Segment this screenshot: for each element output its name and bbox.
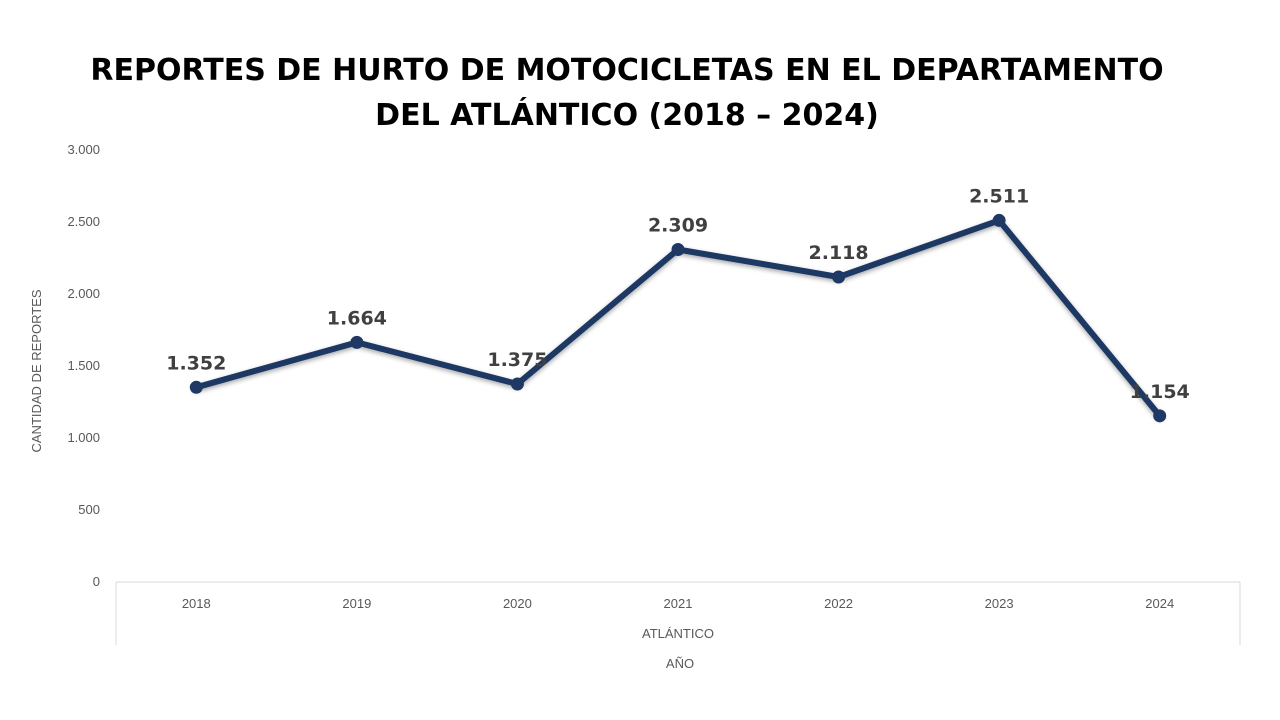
x-axis-ticks: 2018 2019 2020 2021 2022 2023 2024 [182,596,1174,611]
y-axis-label: CANTIDAD DE REPORTES [29,289,44,452]
x-axis-frame [115,581,1241,645]
x-tick-label: 2020 [503,596,532,611]
y-tick-label: 1.000 [67,430,100,445]
y-tick-label: 2.500 [67,214,100,229]
data-point [832,270,846,284]
data-label: 1.664 [327,307,387,329]
y-tick-label: 500 [78,502,100,517]
data-point [510,377,524,391]
data-point [992,213,1006,227]
x-tick-label: 2023 [985,596,1014,611]
data-point [671,243,685,257]
data-point [350,335,364,349]
y-tick-label: 1.500 [67,358,100,373]
data-label: 1.352 [166,352,226,374]
data-points [189,213,1167,423]
data-labels: 1.352 1.664 1.375 2.309 2.118 2.511 1.154 [166,185,1190,402]
x-tick-label: 2024 [1145,596,1174,611]
x-tick-label: 2019 [342,596,371,611]
x-tick-label: 2018 [182,596,211,611]
data-label: 1.375 [487,349,547,371]
data-label: 2.309 [648,215,708,237]
data-label: 1.154 [1130,381,1190,403]
data-point [189,380,203,394]
data-label: 2.511 [969,185,1029,207]
x-tick-label: 2021 [664,596,693,611]
chart-title-line-2: DEL ATLÁNTICO (2018 – 2024) [375,97,879,133]
data-point [1153,409,1167,423]
y-tick-label: 2.000 [67,286,100,301]
y-tick-label: 0 [93,574,100,589]
y-tick-label: 3.000 [67,142,100,157]
x-axis-label: AÑO [666,656,694,671]
data-label: 2.118 [809,242,869,264]
x-group-label: ATLÁNTICO [642,626,714,641]
x-tick-label: 2022 [824,596,853,611]
y-axis-ticks: 0 500 1.000 1.500 2.000 2.500 3.000 [67,142,100,589]
chart-title-line-1: REPORTES DE HURTO DE MOTOCICLETAS EN EL … [90,53,1163,88]
